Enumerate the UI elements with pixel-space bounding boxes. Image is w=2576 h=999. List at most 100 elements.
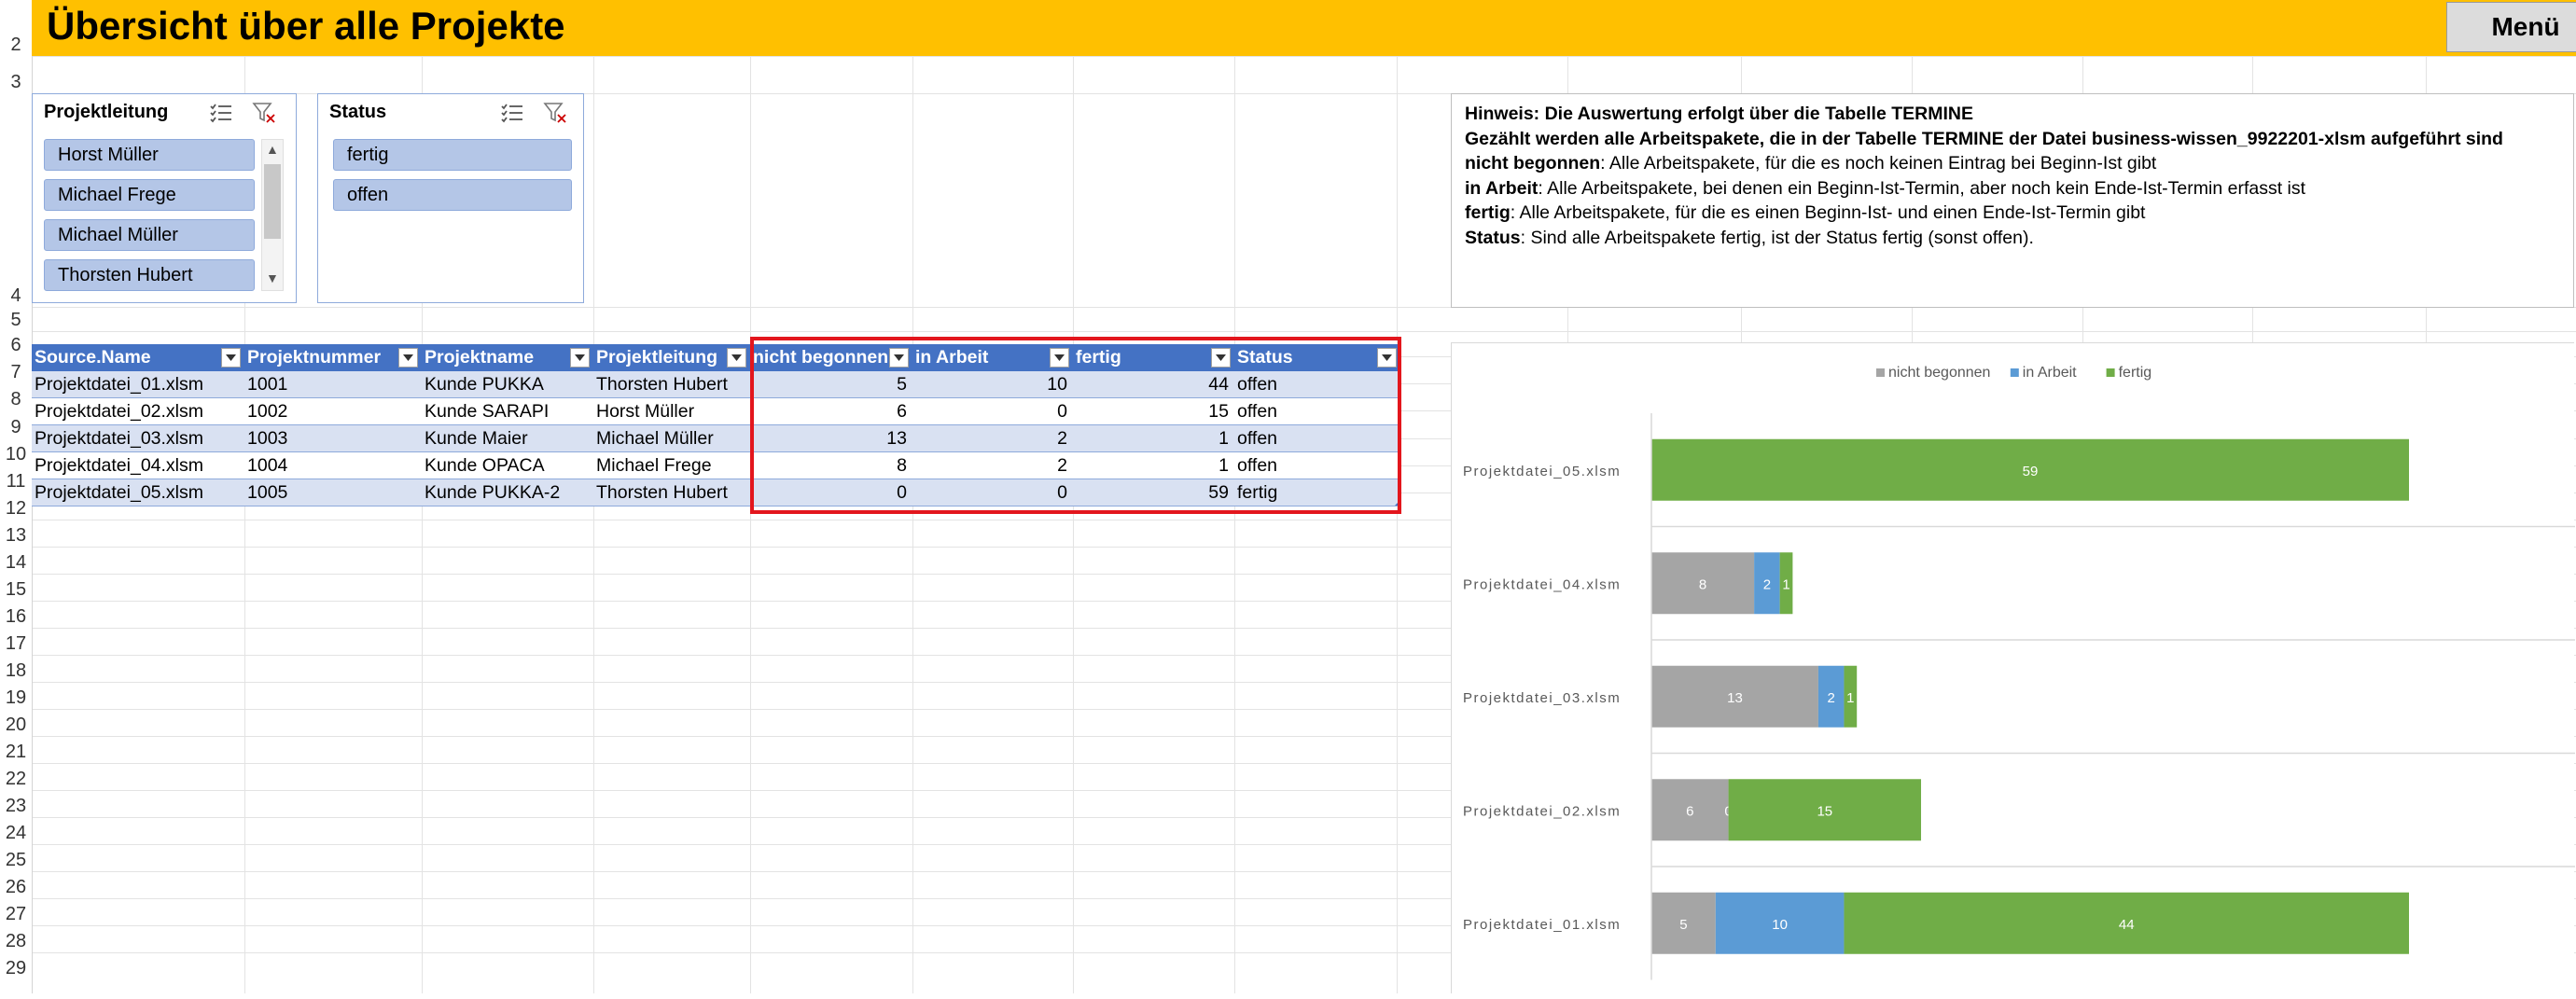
table-header-cell[interactable]: Status: [1234, 344, 1400, 371]
slicer-item-fertig[interactable]: fertig: [333, 139, 572, 171]
clear-filter-icon[interactable]: [542, 100, 568, 126]
table-cell[interactable]: Thorsten Hubert: [596, 482, 728, 503]
table-cell[interactable]: 0: [1057, 482, 1067, 503]
table-cell[interactable]: Projektdatei_05.xlsm: [35, 482, 204, 503]
row-number[interactable]: 3: [10, 72, 21, 92]
slicer-scrollbar[interactable]: ▲ ▼: [261, 139, 284, 291]
table-cell[interactable]: Thorsten Hubert: [596, 374, 728, 395]
row-number[interactable]: 6: [10, 335, 21, 355]
row-number[interactable]: 28: [5, 931, 27, 951]
filter-dropdown-icon[interactable]: [1377, 348, 1397, 368]
table-header-cell[interactable]: Source.Name: [32, 344, 244, 371]
table-cell[interactable]: offen: [1237, 428, 1278, 449]
table-cell[interactable]: 44: [1208, 374, 1229, 395]
row-number[interactable]: 7: [10, 362, 21, 382]
row-number[interactable]: 13: [5, 525, 27, 546]
table-header-cell[interactable]: fertig: [1073, 344, 1234, 371]
scroll-down-icon[interactable]: ▼: [266, 271, 279, 285]
row-number[interactable]: 21: [5, 742, 27, 762]
table-cell[interactable]: 2: [1057, 455, 1067, 476]
scroll-up-icon[interactable]: ▲: [266, 142, 279, 157]
row-number[interactable]: 4: [10, 285, 21, 306]
table-cell[interactable]: 5: [897, 374, 907, 395]
table-header-cell[interactable]: in Arbeit: [912, 344, 1073, 371]
table-row[interactable]: [32, 452, 1400, 479]
table-row[interactable]: [32, 479, 1400, 506]
table-cell[interactable]: 1005: [247, 482, 288, 503]
table-cell[interactable]: Kunde Maier: [425, 428, 528, 449]
table-cell[interactable]: offen: [1237, 374, 1278, 395]
table-cell[interactable]: 8: [897, 455, 907, 476]
table-cell[interactable]: 0: [897, 482, 907, 503]
table-header-cell[interactable]: Projektname: [422, 344, 593, 371]
row-number[interactable]: 29: [5, 958, 27, 978]
scroll-thumb[interactable]: [264, 164, 281, 239]
slicer-projektleitung[interactable]: Projektleitung Horst Müller Michael Freg…: [32, 93, 297, 303]
table-cell[interactable]: Kunde PUKKA: [425, 374, 544, 395]
table-row[interactable]: [32, 425, 1400, 452]
table-cell[interactable]: Horst Müller: [596, 401, 695, 422]
table-cell[interactable]: 1: [1218, 455, 1229, 476]
table-cell[interactable]: 10: [1047, 374, 1067, 395]
row-number[interactable]: 5: [10, 310, 21, 330]
table-cell[interactable]: 0: [1057, 401, 1067, 422]
multi-select-icon[interactable]: [208, 100, 234, 126]
row-number[interactable]: 12: [5, 498, 27, 519]
table-cell[interactable]: Projektdatei_01.xlsm: [35, 374, 204, 395]
row-number[interactable]: 27: [5, 904, 27, 924]
table-cell[interactable]: 1: [1218, 428, 1229, 449]
row-number[interactable]: 20: [5, 715, 27, 735]
table-cell[interactable]: offen: [1237, 401, 1278, 422]
table-cell[interactable]: Projektdatei_04.xlsm: [35, 455, 204, 476]
filter-dropdown-icon[interactable]: [1211, 348, 1231, 368]
row-number[interactable]: 8: [10, 389, 21, 409]
row-number[interactable]: 14: [5, 552, 27, 573]
table-cell[interactable]: 1003: [247, 428, 288, 449]
row-number[interactable]: 16: [5, 606, 27, 627]
table-cell[interactable]: 15: [1208, 401, 1229, 422]
multi-select-icon[interactable]: [499, 100, 525, 126]
table-cell[interactable]: Michael Frege: [596, 455, 712, 476]
table-cell[interactable]: offen: [1237, 455, 1278, 476]
table-cell[interactable]: 6: [897, 401, 907, 422]
status-chart[interactable]: nicht begonnen in Arbeit fertig Projektdate…: [1451, 342, 2575, 993]
filter-dropdown-icon[interactable]: [1050, 348, 1069, 368]
table-row[interactable]: [32, 398, 1400, 425]
row-number[interactable]: 9: [10, 417, 21, 437]
table-cell[interactable]: Kunde PUKKA-2: [425, 482, 561, 503]
table-header-cell[interactable]: Projektleitung: [593, 344, 750, 371]
table-cell[interactable]: Kunde SARAPI: [425, 401, 550, 422]
slicer-status[interactable]: Status fertig offen: [317, 93, 584, 303]
filter-dropdown-icon[interactable]: [221, 348, 241, 368]
table-cell[interactable]: 59: [1208, 482, 1229, 503]
slicer-item-thorsten-hubert[interactable]: Thorsten Hubert: [44, 259, 255, 291]
table-row[interactable]: [32, 371, 1400, 398]
row-number[interactable]: 26: [5, 877, 27, 897]
table-cell[interactable]: 1001: [247, 374, 288, 395]
table-header-cell[interactable]: Projektnummer: [244, 344, 422, 371]
row-number[interactable]: 2: [10, 35, 21, 55]
row-number[interactable]: 22: [5, 769, 27, 789]
filter-dropdown-icon[interactable]: [727, 348, 746, 368]
row-number[interactable]: 15: [5, 579, 27, 600]
row-number[interactable]: 18: [5, 660, 27, 681]
menu-button[interactable]: Menü: [2446, 2, 2576, 52]
slicer-item-michael-mueller[interactable]: Michael Müller: [44, 219, 255, 251]
row-number[interactable]: 23: [5, 796, 27, 816]
row-number[interactable]: 19: [5, 687, 27, 708]
table-cell[interactable]: Kunde OPACA: [425, 455, 545, 476]
table-cell[interactable]: 1004: [247, 455, 288, 476]
row-number[interactable]: 11: [6, 471, 26, 492]
table-cell[interactable]: 1002: [247, 401, 288, 422]
table-cell[interactable]: 13: [886, 428, 907, 449]
slicer-item-horst-mueller[interactable]: Horst Müller: [44, 139, 255, 171]
row-number[interactable]: 25: [5, 850, 27, 870]
row-number[interactable]: 24: [5, 823, 27, 843]
slicer-item-offen[interactable]: offen: [333, 179, 572, 211]
table-cell[interactable]: 2: [1057, 428, 1067, 449]
table-cell[interactable]: Projektdatei_02.xlsm: [35, 401, 204, 422]
filter-dropdown-icon[interactable]: [570, 348, 590, 368]
table-cell[interactable]: fertig: [1237, 482, 1278, 503]
table-cell[interactable]: Projektdatei_03.xlsm: [35, 428, 204, 449]
filter-dropdown-icon[interactable]: [398, 348, 418, 368]
